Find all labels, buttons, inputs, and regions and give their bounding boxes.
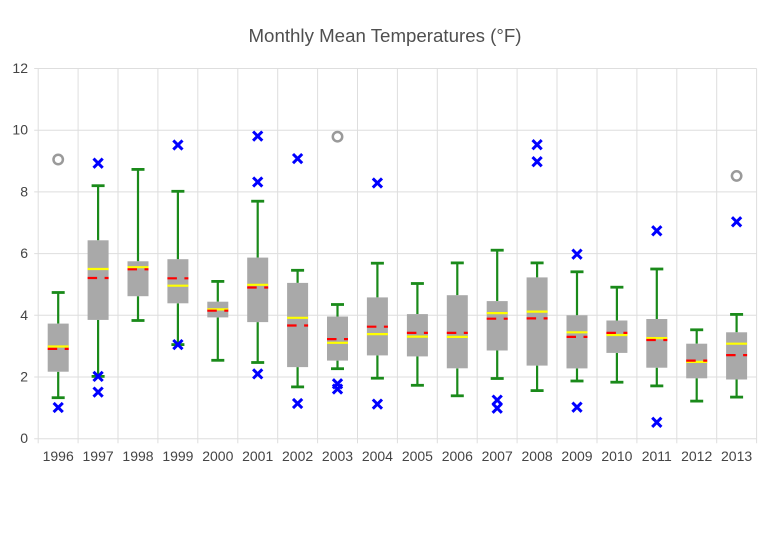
svg-text:2003: 2003: [322, 448, 353, 464]
svg-text:2006: 2006: [442, 448, 473, 464]
svg-text:1997: 1997: [83, 448, 114, 464]
svg-text:2013: 2013: [721, 448, 752, 464]
svg-text:4: 4: [20, 307, 28, 323]
svg-text:2000: 2000: [202, 448, 233, 464]
svg-text:12: 12: [12, 60, 28, 76]
svg-text:2002: 2002: [282, 448, 313, 464]
svg-text:1996: 1996: [43, 448, 74, 464]
svg-text:2: 2: [20, 369, 28, 385]
svg-text:8: 8: [20, 183, 28, 199]
svg-text:1998: 1998: [122, 448, 153, 464]
svg-text:2011: 2011: [642, 448, 672, 464]
svg-text:2004: 2004: [362, 448, 393, 464]
svg-text:10: 10: [12, 122, 28, 138]
svg-text:2012: 2012: [681, 448, 712, 464]
svg-text:2007: 2007: [482, 448, 513, 464]
svg-text:Monthly Mean Temperatures (°F): Monthly Mean Temperatures (°F): [248, 25, 521, 46]
svg-text:2009: 2009: [561, 448, 592, 464]
svg-text:6: 6: [20, 245, 28, 261]
svg-text:0: 0: [20, 430, 28, 446]
svg-text:1999: 1999: [162, 448, 193, 464]
svg-text:2008: 2008: [522, 448, 553, 464]
svg-text:2001: 2001: [242, 448, 273, 464]
svg-text:2005: 2005: [402, 448, 433, 464]
svg-text:2010: 2010: [601, 448, 632, 464]
